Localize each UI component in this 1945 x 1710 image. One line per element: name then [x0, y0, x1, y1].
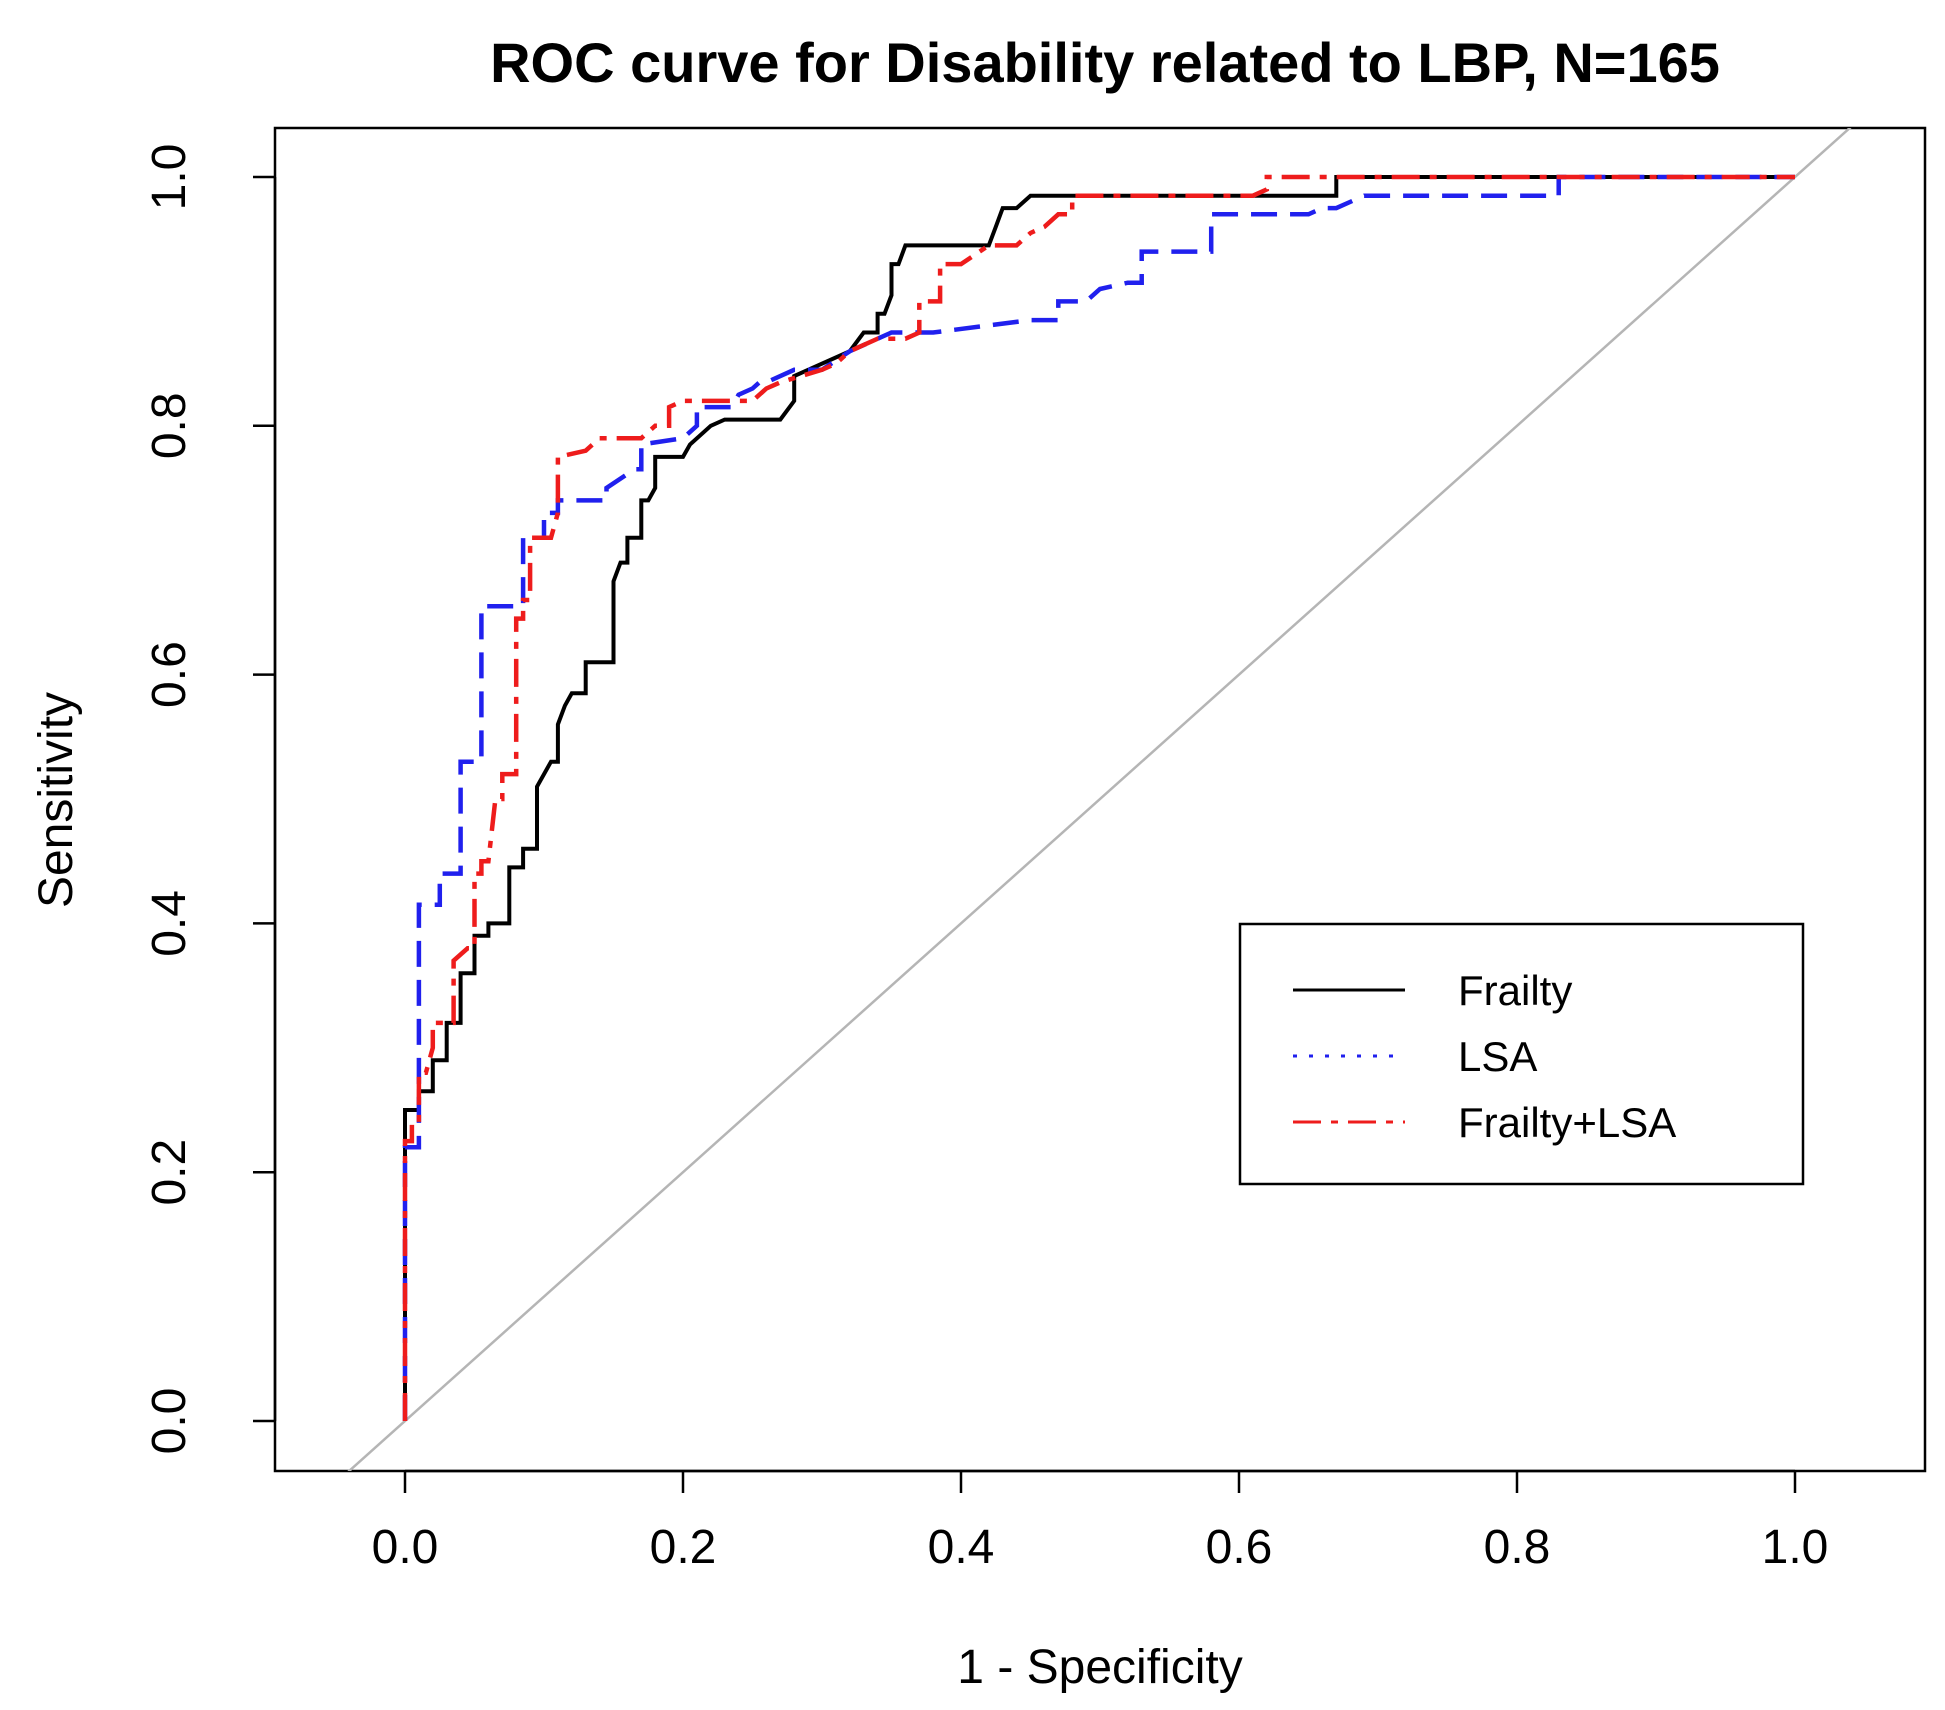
x-axis: 0.0 0.2 0.4 0.6 0.8 1.0 [372, 1469, 1829, 1574]
legend-label-frailty-lsa: Frailty+LSA [1458, 1099, 1676, 1146]
x-tick-label: 0.6 [1206, 1521, 1273, 1574]
chart-title: ROC curve for Disability related to LBP,… [490, 31, 1720, 94]
x-tick-label: 0.0 [372, 1521, 439, 1574]
legend-label-lsa: LSA [1458, 1033, 1537, 1080]
x-tick-label: 1.0 [1762, 1521, 1829, 1574]
series-line-lsa [402, 174, 1795, 1421]
legend: Frailty LSA Frailty+LSA [1238, 922, 1805, 1186]
y-tick-label: 0.8 [143, 392, 196, 459]
y-tick-label: 1.0 [143, 144, 196, 211]
y-tick-label: 0.2 [143, 1139, 196, 1206]
x-axis-label: 1 - Specificity [957, 1641, 1242, 1694]
y-tick-label: 0.0 [143, 1388, 196, 1455]
x-tick-label: 0.4 [928, 1521, 995, 1574]
series-group [402, 174, 1795, 1421]
y-tick-label: 0.4 [143, 890, 196, 957]
x-tick-label: 0.2 [650, 1521, 717, 1574]
series-line-frailty-lsa [402, 174, 1795, 1421]
legend-box [1238, 922, 1805, 1186]
y-axis-label: Sensitivity [30, 692, 83, 908]
legend-label-frailty: Frailty [1458, 967, 1572, 1014]
reference-diagonal-line [347, 128, 1852, 1471]
series-line-frailty [403, 175, 1795, 1421]
y-axis: 0.0 0.2 0.4 0.6 0.8 1.0 [143, 144, 277, 1455]
x-tick-label: 0.8 [1484, 1521, 1551, 1574]
y-tick-label: 0.6 [143, 641, 196, 708]
